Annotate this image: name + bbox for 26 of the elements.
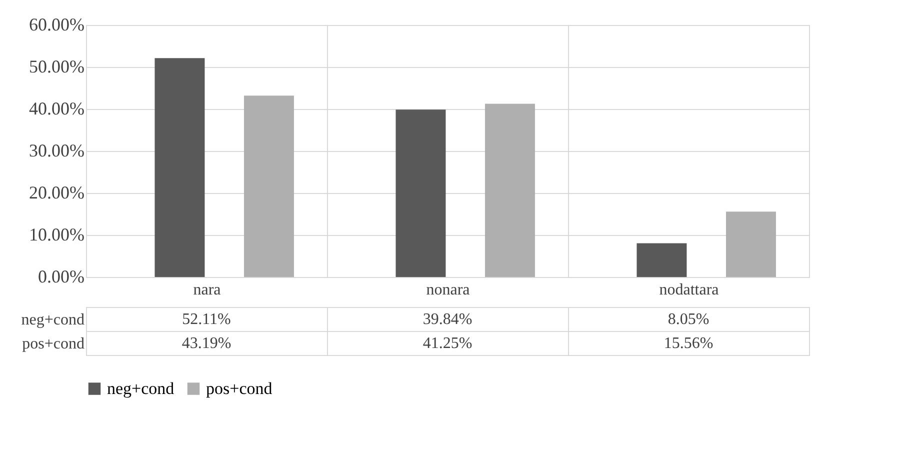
bar [484, 104, 535, 277]
y-tick-label: 0.00% [38, 266, 84, 286]
y-tick-label: 50.00% [29, 56, 84, 76]
bar [154, 58, 205, 277]
data-label: 41.25% [422, 335, 472, 352]
text: pos+cond [22, 336, 84, 352]
legend-label: neg+cond [107, 378, 175, 398]
data-label: 8.05% [668, 311, 710, 328]
data-label: 39.84% [422, 311, 472, 328]
legend-label: pos+cond [206, 378, 273, 398]
x-tick-label: nara [193, 282, 221, 298]
data-label: 52.11% [182, 311, 231, 328]
x-tick-label: nodattara [659, 282, 719, 298]
bar [636, 243, 687, 277]
text: neg+cond [21, 312, 84, 328]
bar [726, 212, 776, 277]
y-tick-label: 60.00% [29, 14, 84, 34]
y-tick-label: 20.00% [29, 182, 84, 202]
data-label: 15.56% [664, 335, 714, 352]
x-tick-label: nonara [426, 282, 470, 298]
y-tick-label: 10.00% [29, 224, 84, 244]
y-tick-label: 30.00% [29, 140, 84, 160]
data-label: 43.19% [182, 335, 232, 352]
bar [396, 110, 446, 277]
y-tick-label: 40.00% [29, 98, 84, 118]
bar [244, 96, 294, 277]
